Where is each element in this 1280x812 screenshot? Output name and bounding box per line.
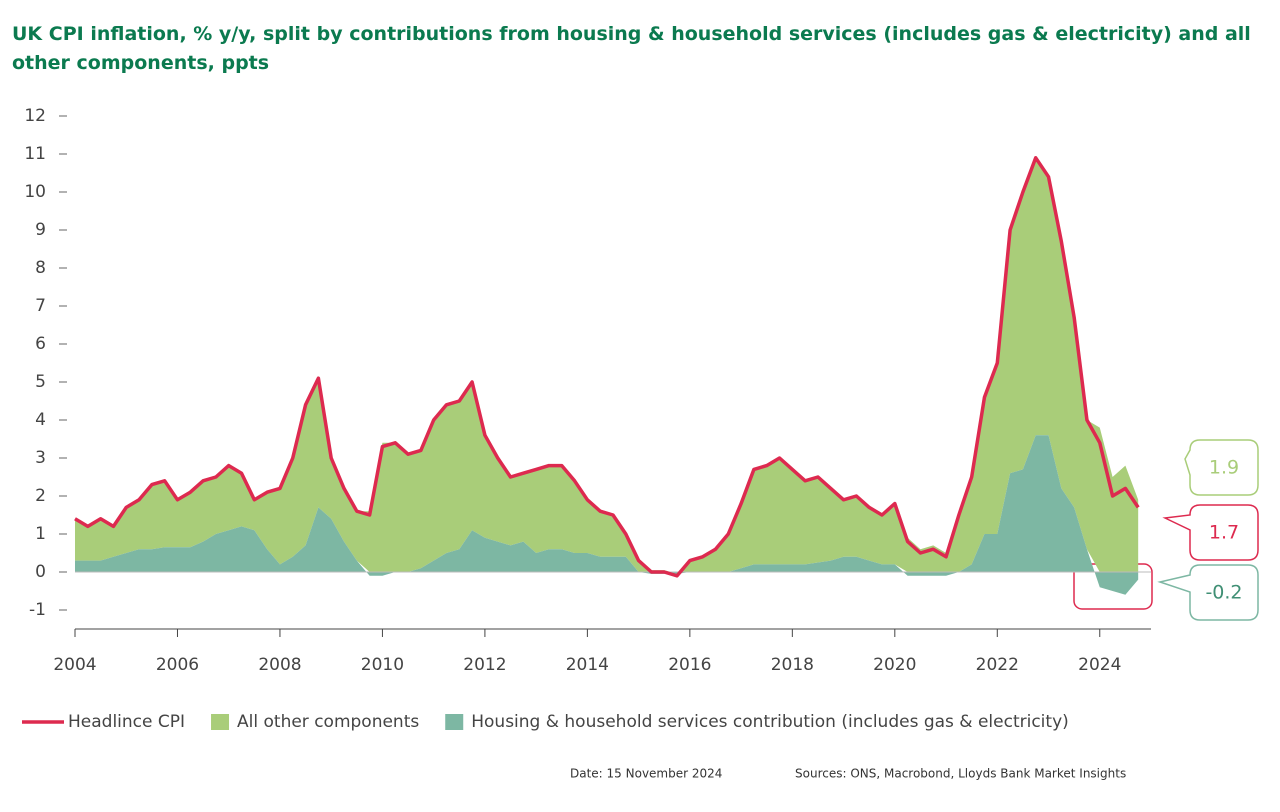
area-other [75,157,1139,574]
x-tick-label: 2020 [873,655,916,675]
legend-label: Headlince CPI [68,712,185,732]
area-housing [75,435,1139,595]
chart-title: UK CPI inflation, % y/y, split by contri… [12,23,1251,74]
callout-label: 1.9 [1209,457,1239,479]
callout-box [1162,504,1259,561]
y-tick-label: 12 [24,106,46,126]
y-tick-label: 7 [35,296,46,316]
x-tick-label: 2016 [668,655,711,675]
y-tick-label: 2 [35,486,46,506]
y-tick-label: 11 [24,144,46,164]
y-tick-label: 10 [24,182,46,202]
x-tick-label: 2004 [53,655,96,675]
y-tick-label: 5 [35,372,46,392]
y-tick-label: -1 [29,600,46,620]
y-tick-label: 4 [35,410,46,430]
x-tick-label: 2010 [361,655,404,675]
y-tick-label: 0 [35,562,46,582]
callout-box [1184,439,1259,496]
legend-swatch [445,714,464,730]
footer-date: Date: 15 November 2024 [570,767,722,781]
x-tick-label: 2014 [566,655,609,675]
y-tick-label: 1 [35,524,46,544]
y-tick-label: 3 [35,448,46,468]
footer-sources: Sources: ONS, Macrobond, Lloyds Bank Mar… [795,767,1126,781]
legend-swatch [211,714,230,730]
legend-label: Housing & household services contributio… [471,712,1069,732]
callout-box [1157,564,1259,621]
y-tick-label: 8 [35,258,46,278]
x-tick-label: 2024 [1078,655,1121,675]
x-tick-label: 2008 [258,655,301,675]
x-tick-label: 2022 [976,655,1019,675]
x-tick-label: 2006 [156,655,199,675]
legend-label: All other components [237,712,419,732]
callout-label: -0.2 [1205,582,1242,604]
callout-label: 1.7 [1209,522,1239,544]
y-tick-label: 6 [35,334,46,354]
y-tick-label: 9 [35,220,46,240]
line-headline [74,156,1140,578]
x-tick-label: 2012 [463,655,506,675]
x-tick-label: 2018 [771,655,814,675]
